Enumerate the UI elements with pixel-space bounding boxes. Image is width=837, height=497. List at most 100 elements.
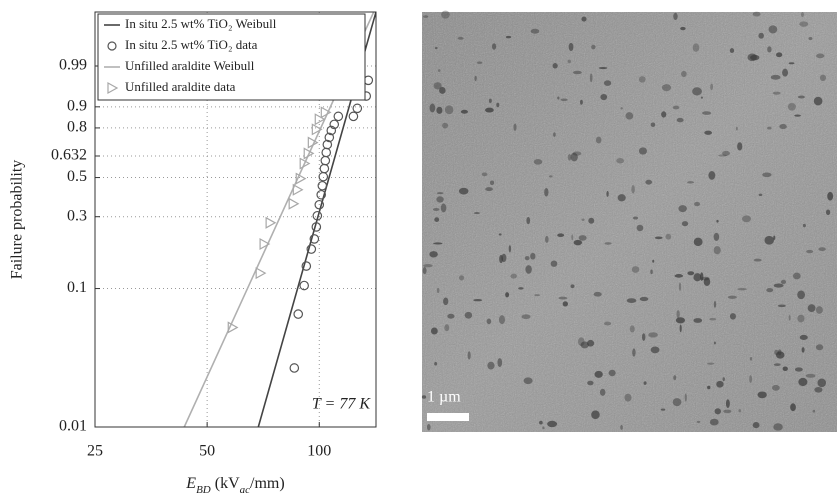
particle xyxy=(549,175,553,178)
particle xyxy=(485,187,493,192)
data-point xyxy=(352,103,363,114)
legend-swatch xyxy=(107,41,117,51)
particle xyxy=(489,180,495,186)
data-point xyxy=(324,132,335,143)
particle xyxy=(550,260,558,267)
particle xyxy=(426,423,431,431)
data-point xyxy=(311,222,322,232)
particle xyxy=(692,87,702,96)
particle xyxy=(700,96,703,99)
scale-bar-label: 1 µm xyxy=(427,389,461,406)
particle xyxy=(521,314,531,320)
particle xyxy=(729,48,735,53)
x-axis-label-part: E xyxy=(185,475,196,492)
y-tick-label: 0.5 xyxy=(67,168,87,185)
particle xyxy=(526,217,531,225)
particle xyxy=(799,21,809,27)
particle xyxy=(762,172,772,178)
particle xyxy=(477,61,483,64)
particle xyxy=(430,327,438,335)
particle xyxy=(801,347,805,353)
particle xyxy=(508,245,512,253)
data-point xyxy=(314,113,326,126)
particle xyxy=(588,217,595,224)
micrograph: 1 µm xyxy=(421,10,837,432)
particle xyxy=(716,219,719,223)
x-axis-label-part: /mm) xyxy=(250,475,285,492)
data-point xyxy=(312,210,323,221)
particle xyxy=(818,247,826,252)
particle xyxy=(812,409,816,413)
particle xyxy=(672,105,680,110)
particle xyxy=(444,105,454,115)
particle xyxy=(782,68,789,77)
particle xyxy=(539,420,543,425)
particle xyxy=(693,273,702,282)
particle xyxy=(780,279,787,285)
data-point xyxy=(318,171,329,182)
data-point xyxy=(314,199,325,210)
particle xyxy=(562,301,569,307)
scale-bar xyxy=(427,413,469,421)
particle xyxy=(598,66,608,70)
particle xyxy=(800,12,805,17)
particle xyxy=(573,239,583,246)
particle xyxy=(776,52,783,58)
x-axis-label: EBD (kVac/mm) xyxy=(185,475,284,496)
particle xyxy=(660,408,666,411)
particle xyxy=(440,203,447,213)
particle xyxy=(553,132,556,137)
data-point xyxy=(322,139,333,150)
particle xyxy=(600,94,608,101)
particle xyxy=(650,269,653,275)
particle xyxy=(681,70,687,78)
particle xyxy=(524,255,530,261)
particle xyxy=(488,98,492,103)
particle xyxy=(638,76,646,83)
particle xyxy=(501,253,507,263)
y-tick-label: 0.3 xyxy=(67,207,87,224)
particle xyxy=(457,36,464,40)
particle xyxy=(750,54,760,61)
particle xyxy=(458,187,469,195)
particle xyxy=(624,393,632,402)
particle xyxy=(434,46,438,50)
particle xyxy=(632,348,636,357)
particle xyxy=(713,341,716,345)
particle xyxy=(788,314,791,321)
particle xyxy=(764,235,775,245)
particle xyxy=(436,287,440,294)
particle xyxy=(799,334,808,340)
particle xyxy=(806,249,814,254)
particle xyxy=(578,235,587,241)
particle xyxy=(545,235,549,243)
particle xyxy=(486,318,492,325)
data-point xyxy=(311,123,323,136)
particle xyxy=(474,75,477,82)
particle xyxy=(815,344,824,351)
particle xyxy=(753,258,762,262)
y-tick-label: 0.99 xyxy=(59,57,87,74)
particle xyxy=(805,373,816,378)
y-tick-label: 0.8 xyxy=(67,119,87,136)
particle xyxy=(632,216,639,220)
x-tick-label: 25 xyxy=(87,443,103,460)
particle xyxy=(772,91,781,95)
particle xyxy=(434,217,440,222)
particle xyxy=(819,74,827,82)
particle xyxy=(725,399,730,408)
particle xyxy=(758,193,763,197)
particle xyxy=(620,424,623,430)
particle xyxy=(436,106,443,114)
particle xyxy=(767,46,772,53)
particle xyxy=(749,356,753,361)
particle xyxy=(718,154,728,157)
particle xyxy=(629,325,635,333)
particle xyxy=(505,292,510,298)
particle xyxy=(547,420,558,428)
particle xyxy=(797,95,806,99)
particle xyxy=(737,288,747,291)
x-axis-label-part: BD xyxy=(196,484,211,496)
x-axis-label-part: ac xyxy=(240,484,251,496)
particle xyxy=(423,15,429,18)
